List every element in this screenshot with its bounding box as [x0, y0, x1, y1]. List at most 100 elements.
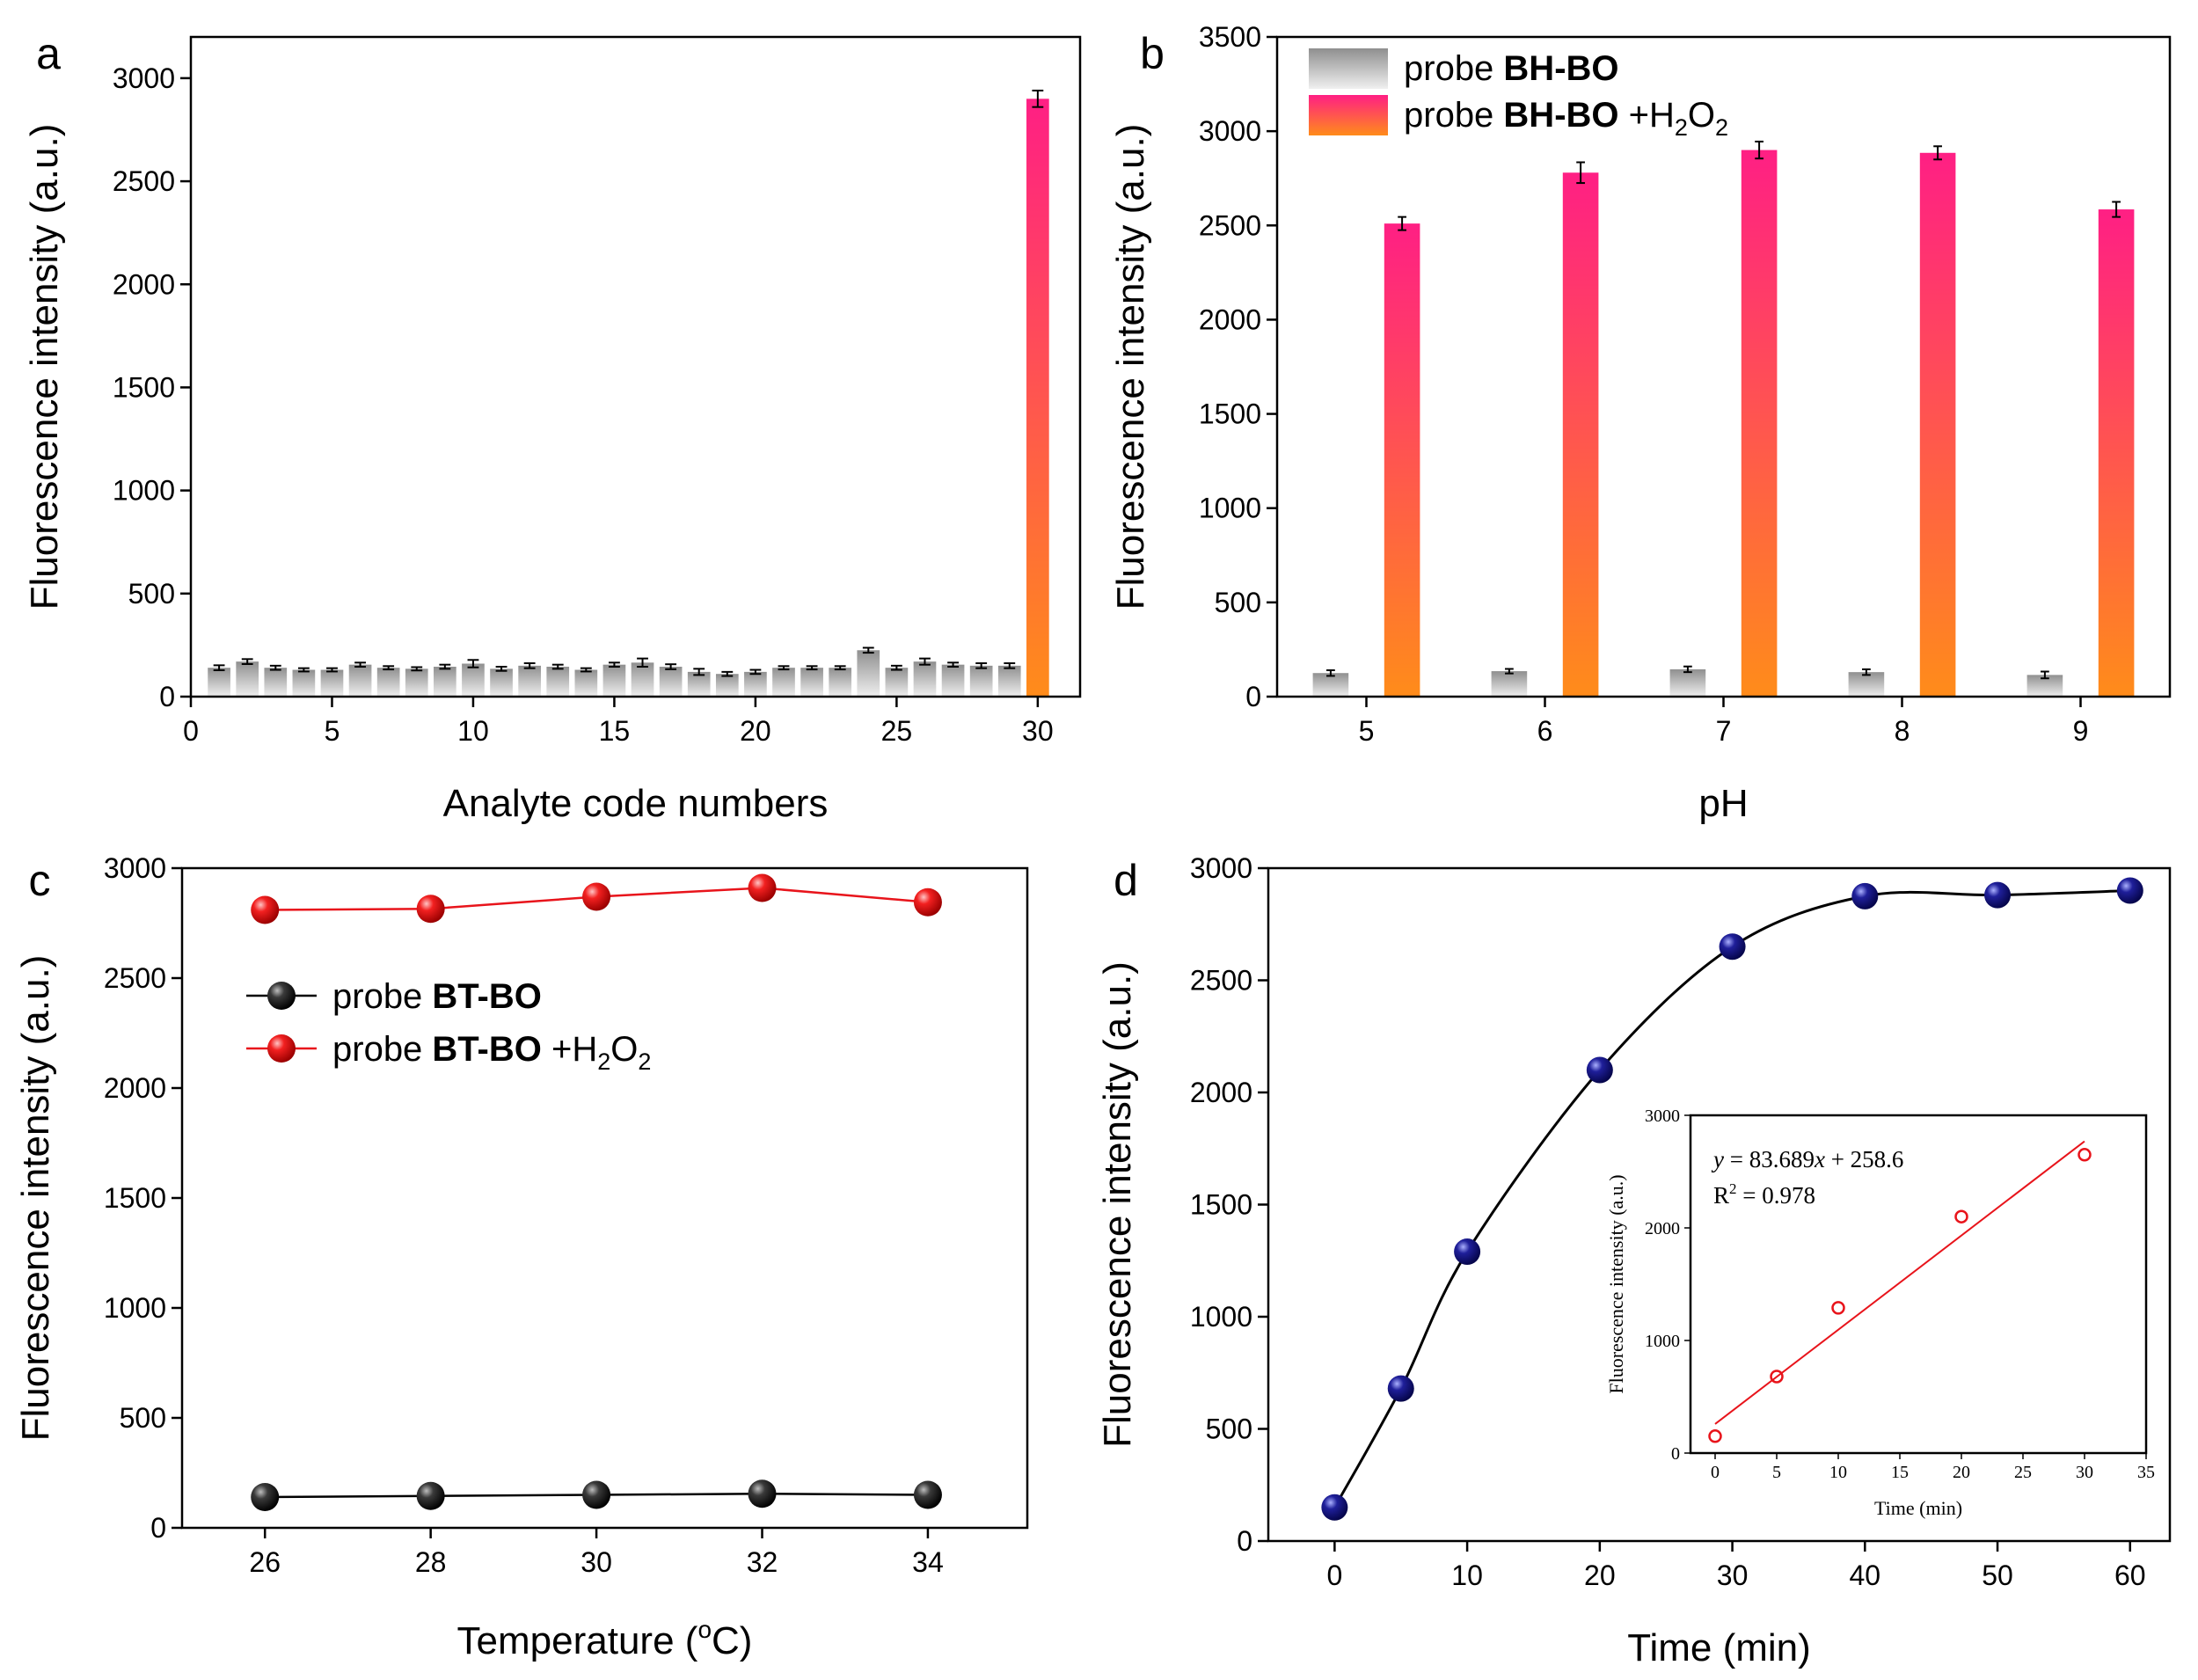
bar	[857, 650, 880, 697]
chart-panel-b: b 5 6 7 8 9 0 500 1000 1500 2000 2500 3000 3500 pH Fluo…	[1109, 21, 2172, 825]
plot-frame	[189, 35, 1082, 698]
y-tick-label: 3000	[104, 852, 166, 884]
bar	[913, 661, 937, 697]
y-axis-label: Fluorescence intensity (a.u.)	[1096, 961, 1139, 1448]
x-axis-label-sup: o	[697, 1616, 712, 1643]
bar	[885, 668, 909, 697]
x-tick-label: 25	[881, 715, 913, 747]
data-point	[1586, 1056, 1613, 1084]
legend-text: O	[1688, 96, 1715, 135]
x-tick-label: 32	[747, 1546, 778, 1578]
bar	[405, 668, 428, 697]
legend-entry: probe BH-BO +H2O2	[1404, 96, 1728, 141]
y-tick-label: 2000	[1190, 1077, 1252, 1108]
x-axis-label-text: C)	[712, 1619, 752, 1662]
x-axis-label: Time (min)	[1627, 1626, 1811, 1669]
inset-x-tick-label: 15	[1891, 1463, 1909, 1482]
inset-x-tick-label: 10	[1829, 1463, 1847, 1482]
bar	[687, 671, 711, 697]
data-point	[251, 1483, 280, 1511]
inset-x-tick-label: 20	[1953, 1463, 1970, 1482]
data-point	[913, 887, 942, 917]
data-point	[416, 895, 445, 924]
legend-subscript: 2	[1715, 114, 1728, 141]
x-tick-label: 50	[1982, 1559, 2013, 1591]
bar	[1384, 223, 1420, 698]
inset-data-point	[1954, 1209, 1968, 1223]
bar	[1741, 150, 1778, 698]
inset-equation-var: x	[1814, 1146, 1825, 1172]
y-tick-label: 0	[1245, 681, 1261, 712]
inset-fit-line	[1714, 1140, 2085, 1425]
y-tick-label: 1500	[104, 1182, 166, 1214]
panel-label: a	[36, 29, 61, 78]
chart-panel-d: d0 10 20 30 40 50 60050010001500200025003000Ti…	[1096, 852, 2172, 1669]
data-point	[416, 1481, 445, 1510]
y-tick-label: 0	[159, 681, 175, 712]
legend-text-bold: BH-BO	[1503, 96, 1618, 135]
data-point	[582, 882, 611, 911]
x-tick-label: 15	[599, 715, 631, 747]
legend-swatch	[1309, 95, 1388, 135]
inset-x-tick-label: 0	[1711, 1463, 1720, 1482]
x-tick-label: 10	[457, 715, 489, 747]
x-axis-label: Analyte code numbers	[443, 782, 829, 825]
y-tick-label: 2500	[1199, 209, 1261, 241]
y-tick-label: 3000	[113, 62, 175, 94]
y-tick-label: 3500	[1199, 21, 1261, 53]
inset-equation-text: + 258.6	[1825, 1146, 1903, 1172]
y-tick-label: 2000	[1199, 303, 1261, 335]
y-tick-label: 2000	[104, 1072, 166, 1104]
bar	[292, 669, 316, 697]
legend-text-bold: BT-BO	[432, 1030, 541, 1069]
y-tick-label: 1000	[1199, 493, 1261, 524]
panel-label: b	[1140, 29, 1165, 78]
bar	[602, 664, 626, 697]
data-point	[251, 895, 280, 924]
y-tick-label: 3000	[1190, 852, 1252, 884]
y-tick-label: 2500	[104, 962, 166, 994]
y-tick-label: 2000	[113, 268, 175, 300]
y-tick-label: 1000	[1190, 1301, 1252, 1333]
bar	[348, 664, 372, 697]
inset-data-point	[1831, 1301, 1845, 1315]
bar	[829, 668, 852, 697]
bar	[574, 669, 598, 697]
bar	[1491, 671, 1528, 697]
inset-x-tick-label: 35	[2137, 1463, 2155, 1482]
inset-data-point	[1708, 1429, 1722, 1443]
x-tick-label: 30	[1022, 715, 1054, 747]
bar	[1312, 673, 1349, 697]
inset-y-tick-label: 1000	[1645, 1332, 1680, 1351]
data-point	[582, 1480, 611, 1509]
bar	[997, 665, 1021, 697]
bar	[236, 661, 259, 697]
y-tick-label: 1000	[113, 475, 175, 507]
fit-curve	[1333, 889, 2130, 1508]
x-tick-label: 60	[2114, 1559, 2146, 1591]
bar	[546, 667, 570, 697]
x-tick-label: 9	[2073, 715, 2089, 747]
inset-chart: 0 5 10 15 20 25 30 35 0 1000 2000 3000 Time (min) Flu…	[1605, 1107, 2155, 1519]
bar	[376, 668, 400, 697]
x-tick-label: 30	[1717, 1559, 1749, 1591]
inset-x-axis-label: Time (min)	[1874, 1497, 1962, 1519]
inset-data-point	[2078, 1148, 2092, 1162]
legend-text: +H	[1619, 96, 1675, 135]
legend-entry: probe BT-BO +H2O2	[332, 1030, 651, 1075]
y-tick-label: 1000	[104, 1292, 166, 1324]
bar	[490, 668, 513, 697]
bar	[518, 665, 541, 697]
data-point	[748, 1479, 777, 1508]
y-tick-label: 500	[1206, 1413, 1252, 1445]
data-point	[748, 873, 777, 902]
inset-r2-text: = 0.978	[1737, 1182, 1815, 1209]
inset-r2-text: R	[1713, 1182, 1729, 1209]
bar	[434, 667, 456, 697]
bar	[320, 669, 344, 697]
chart-panel-a: a 0 5 10 15 20 25 30 0 500 1000 1500 2000 2500 3000 Ana…	[23, 29, 1082, 825]
bar	[715, 674, 739, 697]
y-tick-label: 1500	[113, 371, 175, 403]
bar	[462, 663, 485, 697]
